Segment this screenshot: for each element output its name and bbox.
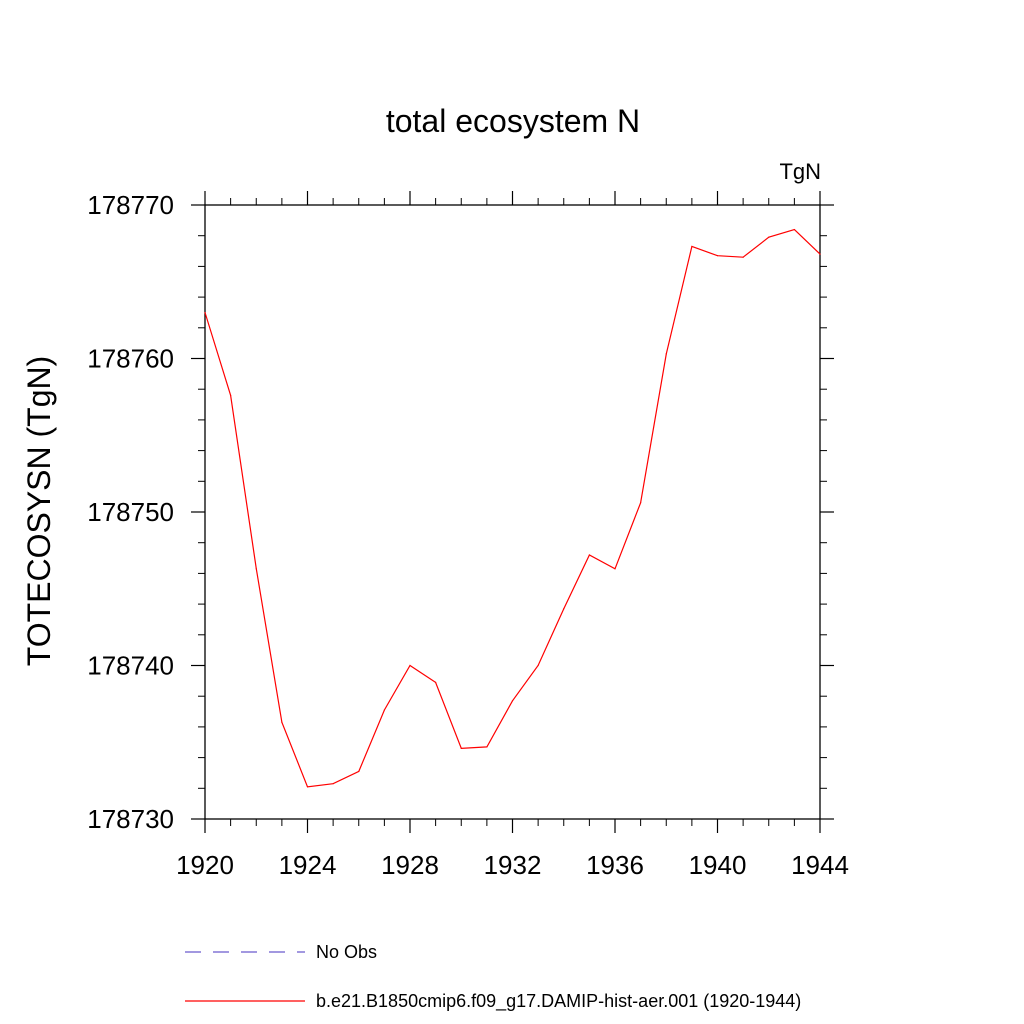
y-tick-label: 178770 xyxy=(87,190,174,220)
data-point xyxy=(742,256,744,258)
legend-entry-1: b.e21.B1850cmip6.f09_g17.DAMIP-hist-aer.… xyxy=(316,991,801,1012)
data-point xyxy=(640,502,642,504)
y-tick-label: 178740 xyxy=(87,651,174,681)
data-point xyxy=(768,236,770,238)
legend-entry-0: No Obs xyxy=(316,942,377,962)
y-tick-label: 178730 xyxy=(87,804,174,834)
data-point xyxy=(486,746,488,748)
x-tick-label: 1928 xyxy=(381,850,439,880)
data-point xyxy=(588,554,590,556)
x-tick-label: 1944 xyxy=(791,850,849,880)
data-point xyxy=(204,311,206,314)
y-axis-label: TOTECOSYSN (TgN) xyxy=(21,356,57,667)
plot-series xyxy=(204,228,821,788)
data-point xyxy=(665,353,667,355)
legend: No Obs b.e21.B1850cmip6.f09_g17.DAMIP-his… xyxy=(185,942,801,1012)
data-point xyxy=(435,681,437,683)
units-label: TgN xyxy=(779,159,821,184)
x-tick-label: 1932 xyxy=(484,850,542,880)
data-point xyxy=(358,770,360,773)
data-point xyxy=(819,253,821,255)
data-point xyxy=(230,394,232,396)
y-tick-label: 178760 xyxy=(87,344,174,374)
series-line-1 xyxy=(204,228,821,788)
x-tick-label: 1940 xyxy=(689,850,747,880)
data-point xyxy=(614,568,616,570)
x-tick-label: 1936 xyxy=(586,850,644,880)
data-point xyxy=(716,255,719,257)
data-point xyxy=(537,664,539,667)
plot-frame xyxy=(204,204,821,820)
data-point xyxy=(281,721,283,723)
data-point xyxy=(409,664,411,667)
data-point xyxy=(332,783,334,785)
data-point xyxy=(460,747,462,749)
data-point xyxy=(691,245,693,248)
data-point xyxy=(563,608,565,610)
data-point xyxy=(383,709,385,711)
x-tick-label: 1924 xyxy=(279,850,337,880)
data-point xyxy=(793,228,795,231)
data-point xyxy=(255,568,257,570)
axes: 1920 1924 1928 1932 1936 1940 1944 178730 178740… xyxy=(87,190,849,880)
data-point xyxy=(511,700,514,702)
x-tick-label: 1920 xyxy=(176,850,234,880)
chart-title: total ecosystem N xyxy=(386,103,640,139)
y-tick-label: 178750 xyxy=(87,497,174,527)
data-point xyxy=(306,786,309,788)
